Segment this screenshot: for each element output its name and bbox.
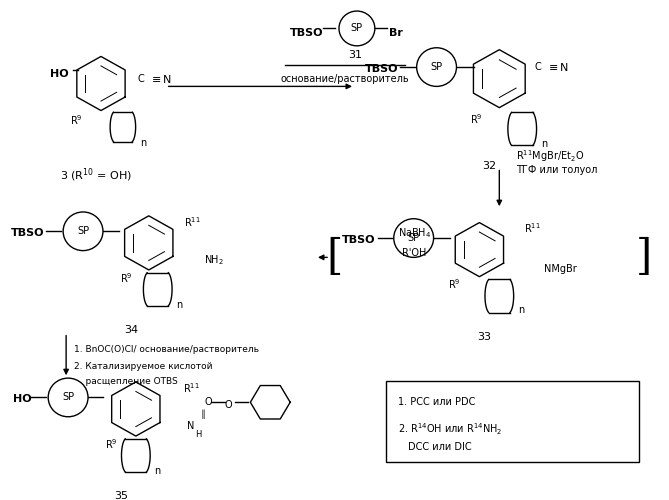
Text: SP: SP [77,226,89,236]
Text: TBSO: TBSO [365,64,398,74]
Text: $\equiv$N: $\equiv$N [546,61,569,73]
Text: $\equiv$N: $\equiv$N [149,72,172,85]
Circle shape [339,11,375,46]
Text: 1. PCC или PDC: 1. PCC или PDC [398,398,475,407]
Text: n: n [518,306,524,316]
Text: [: [ [327,236,343,279]
Text: R$^9$: R$^9$ [448,278,461,291]
Text: R$^{11}$: R$^{11}$ [524,222,541,235]
Text: расщепление OTBS: расщепление OTBS [74,378,178,386]
Text: 3 (R$^{10}$ = OH): 3 (R$^{10}$ = OH) [60,166,132,184]
Text: O: O [205,398,212,407]
Text: Br: Br [389,28,403,38]
Text: 33: 33 [478,332,491,342]
Text: SP: SP [431,62,443,72]
Text: NMgBr: NMgBr [544,264,577,274]
Text: 1. BnOC(O)Cl/ основание/растворитель: 1. BnOC(O)Cl/ основание/растворитель [74,344,259,354]
Text: C: C [535,62,541,72]
Text: R'OH: R'OH [403,248,427,258]
Text: основание/растворитель: основание/растворитель [280,74,409,84]
Text: C: C [137,74,145,84]
Text: SP: SP [62,392,74,402]
Text: 31: 31 [348,50,362,60]
Text: n: n [177,300,183,310]
Text: HO: HO [13,394,32,404]
Circle shape [417,48,456,86]
Text: R$^9$: R$^9$ [120,271,132,284]
Text: HO: HO [50,69,68,79]
Text: R$^{11}$: R$^{11}$ [183,214,201,228]
Text: TBSO: TBSO [342,235,375,245]
Circle shape [48,378,88,417]
Text: O: O [225,400,232,410]
Text: N: N [187,422,194,432]
Text: R$^9$: R$^9$ [470,112,483,126]
Text: DCC или DIC: DCC или DIC [407,442,472,452]
Text: TBSO: TBSO [290,28,324,38]
Text: n: n [155,466,161,476]
Text: H: H [195,430,202,438]
Text: 32: 32 [482,160,496,170]
Text: NaBH$_4$: NaBH$_4$ [398,226,432,240]
Text: NH$_2$: NH$_2$ [203,254,223,267]
Text: ║: ║ [200,409,205,418]
Text: 2. R$^{14}$OH или R$^{14}$NH$_2$: 2. R$^{14}$OH или R$^{14}$NH$_2$ [398,422,502,437]
Text: R$^9$: R$^9$ [70,114,82,127]
Text: R$^9$: R$^9$ [104,437,117,450]
Text: SP: SP [351,24,363,34]
Text: ТГФ или толуол: ТГФ или толуол [516,166,597,175]
Text: R$^{11}$MgBr/Et$_2$O: R$^{11}$MgBr/Et$_2$O [516,148,585,164]
Text: 35: 35 [114,491,128,500]
Text: n: n [541,140,547,149]
Text: n: n [140,138,146,148]
Circle shape [63,212,103,250]
Text: ]: ] [636,236,652,279]
Text: 2. Катализируемое кислотой: 2. Катализируемое кислотой [74,362,213,371]
Text: 34: 34 [124,325,138,335]
Text: SP: SP [407,233,419,243]
Circle shape [394,218,434,258]
Text: R$^{11}$: R$^{11}$ [183,381,199,394]
Text: TBSO: TBSO [11,228,45,238]
